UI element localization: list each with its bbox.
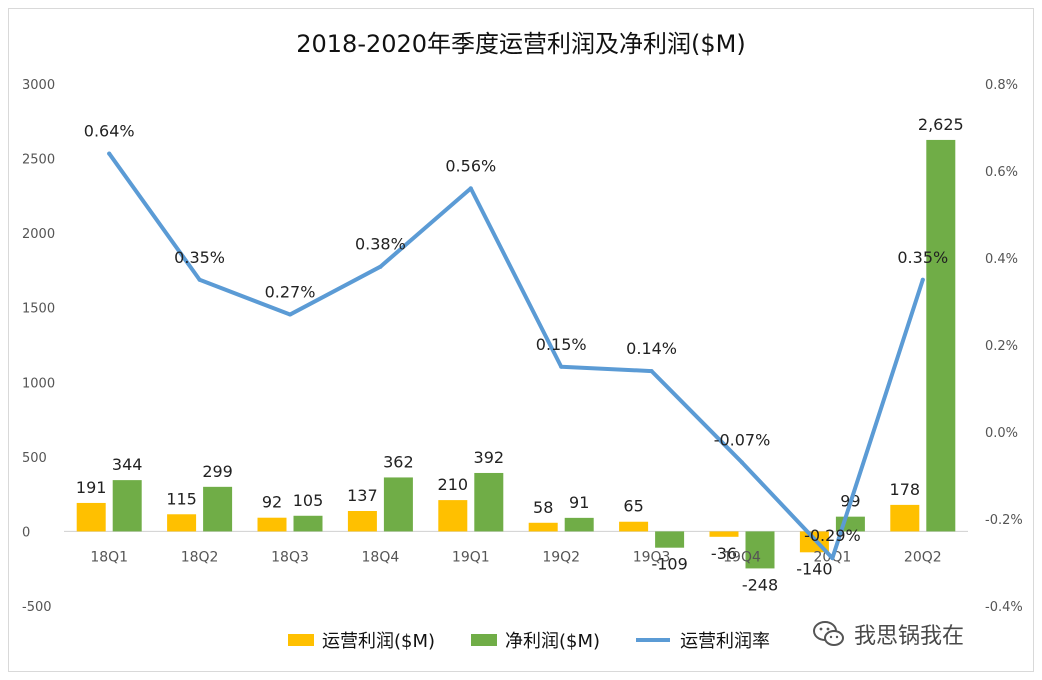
legend-label-operating-margin: 运营利润率: [680, 631, 771, 652]
y-left-tick-label: 2500: [22, 153, 55, 168]
legend-item-operating-margin[interactable]: 运营利润率: [636, 627, 770, 653]
operating-margin-data-label: 0.35%: [174, 248, 225, 267]
operating-margin-data-label: 0.56%: [445, 156, 496, 175]
net-profit-data-label: 344: [112, 455, 143, 474]
operating-margin-data-label: 0.14%: [626, 339, 677, 358]
operating-margin-point: [740, 460, 744, 465]
legend-label-net-profit: 净利润($M): [505, 631, 601, 652]
operating-margin-data-label: 0.35%: [897, 248, 948, 267]
net-profit-bar: [293, 515, 323, 532]
net-profit-bar: [745, 531, 775, 569]
operating-profit-bar: [709, 531, 739, 537]
operating-margin-data-label: -0.07%: [714, 430, 771, 449]
operating-margin-point: [197, 277, 202, 282]
operating-profit-bar: [438, 500, 468, 532]
operating-profit-data-label: 65: [623, 497, 643, 516]
net-profit-data-label: 392: [474, 448, 505, 467]
y-left-tick-label: 0: [22, 525, 30, 540]
operating-profit-data-label: 191: [76, 478, 107, 497]
operating-profit-data-label: -36: [711, 544, 737, 563]
legend: 运营利润($M) 净利润($M) 运营利润率: [288, 627, 806, 653]
operating-margin-line: [107, 151, 925, 561]
net-profit-data-label: 105: [293, 491, 324, 510]
operating-margin-point: [830, 556, 835, 561]
x-tick-label: 19Q1: [452, 549, 490, 565]
y-left-tick-label: 2000: [22, 227, 55, 242]
net-profit-data-label: 299: [202, 462, 233, 481]
operating-margin-point: [649, 369, 654, 374]
operating-profit-data-label: 137: [347, 486, 378, 505]
operating-margin-point: [378, 264, 383, 269]
legend-item-net-profit[interactable]: 净利润($M): [471, 627, 600, 653]
net-profit-bar: [926, 139, 956, 532]
y-right-tick-label: 0.0%: [985, 426, 1018, 441]
chart-title: 2018-2020年季度运营利润及净利润($M): [296, 30, 746, 58]
x-tick-label: 19Q4: [723, 549, 761, 565]
operating-margin-point: [559, 364, 564, 369]
operating-profit-data-label: 58: [533, 498, 553, 517]
operating-margin-data-label: 0.38%: [355, 235, 406, 254]
y-right-tick-label: 0.6%: [985, 165, 1018, 180]
y-left-tick-label: 1000: [22, 376, 55, 391]
operating-profit-data-label: 210: [438, 475, 469, 494]
y-left-tick-label: 1500: [22, 302, 55, 317]
x-tick-label: 18Q4: [362, 549, 400, 565]
net-profit-data-label: 91: [569, 493, 589, 512]
x-tick-label: 18Q1: [90, 549, 128, 565]
operating-margin-point: [920, 277, 925, 282]
y-left-tick-label: 3000: [22, 78, 55, 93]
y-right-tick-label: -0.2%: [985, 513, 1023, 528]
operating-margin-data-label: -0.29%: [804, 526, 861, 545]
operating-margin-data-label: 0.64%: [84, 122, 135, 141]
y-right-tick-label: 0.8%: [985, 78, 1018, 93]
legend-label-operating-profit: 运营利润($M): [322, 631, 436, 652]
net-profit-data-label: 362: [383, 452, 414, 471]
x-tick-label: 20Q2: [904, 549, 942, 565]
net-profit-data-label: -248: [742, 575, 778, 594]
operating-profit-bar: [890, 504, 920, 532]
operating-profit-bar: [76, 502, 106, 532]
wechat-icon: [813, 621, 844, 646]
x-tick-label: 18Q2: [181, 549, 219, 565]
legend-line-operating-margin: [636, 638, 671, 642]
operating-margin-data-label: 0.27%: [265, 283, 316, 302]
y-right-tick-label: 0.2%: [985, 339, 1018, 354]
y-right-tick-label: 0.4%: [985, 252, 1018, 267]
legend-swatch-net-profit: [471, 634, 498, 646]
operating-profit-data-label: 115: [166, 489, 197, 508]
operating-profit-bar: [257, 517, 287, 532]
operating-margin-data-label: 0.15%: [536, 335, 587, 354]
net-profit-data-label: -109: [651, 555, 687, 574]
operating-margin-point: [468, 186, 473, 191]
net-profit-bar: [383, 477, 413, 532]
operating-profit-bar: [619, 521, 649, 532]
x-tick-label: 19Q2: [542, 549, 580, 565]
operating-margin-point: [288, 312, 292, 317]
x-tick-label: 19Q3: [633, 549, 671, 565]
net-profit-bar: [564, 517, 594, 532]
operating-profit-data-label: 178: [890, 480, 921, 499]
watermark-text: 我思锅我在: [854, 624, 965, 649]
y-right-tick-label: -0.4%: [985, 600, 1023, 615]
chart-frame: [8, 8, 1034, 672]
operating-profit-data-label: -140: [796, 559, 832, 578]
y-left-tick-label: 500: [22, 451, 47, 466]
net-profit-bar: [203, 486, 233, 532]
net-profit-data-label: 2,625: [918, 115, 964, 134]
operating-profit-bar: [347, 510, 377, 532]
operating-profit-data-label: 92: [262, 493, 282, 512]
x-tick-label: 18Q3: [271, 549, 309, 565]
operating-profit-bar: [167, 514, 197, 532]
watermark: 我思锅我在: [812, 618, 964, 650]
legend-item-operating-profit[interactable]: 运营利润($M): [288, 627, 435, 653]
net-profit-bar: [655, 531, 685, 548]
operating-profit-bar: [528, 522, 558, 532]
legend-swatch-operating-profit: [288, 634, 314, 646]
y-left-tick-label: -500: [22, 600, 52, 615]
net-profit-bar: [474, 472, 504, 532]
operating-margin-point: [107, 151, 112, 156]
net-profit-bar: [112, 480, 142, 532]
